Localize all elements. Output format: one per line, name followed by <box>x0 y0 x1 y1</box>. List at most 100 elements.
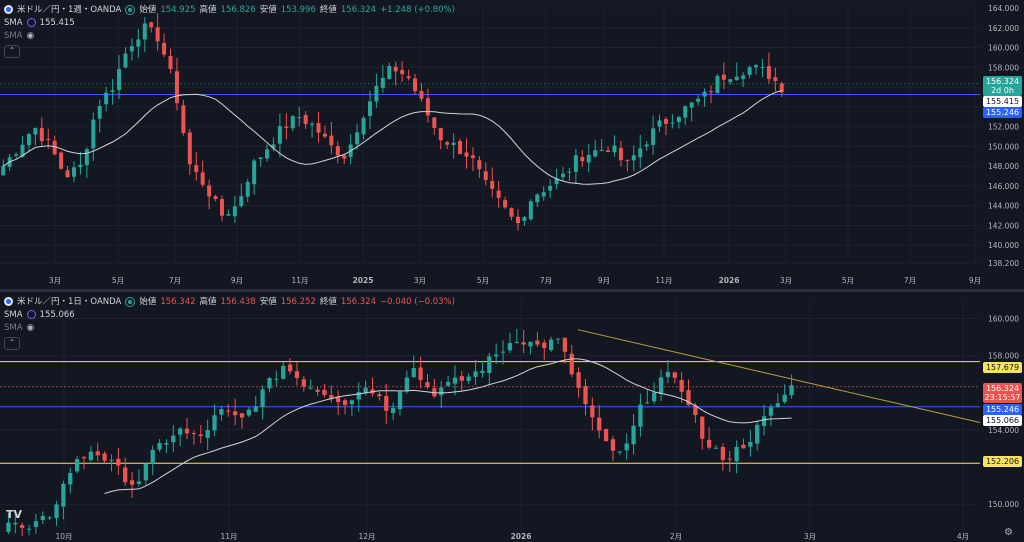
weekly-candle-body <box>477 160 482 170</box>
daily-candle-body <box>583 386 588 405</box>
weekly-candle-body <box>393 66 398 72</box>
weekly-candle-body <box>715 75 720 94</box>
daily-candle-body <box>542 342 547 349</box>
weekly-chart-canvas[interactable]: 164.000162.000160.000158.000156.000154.0… <box>0 0 1024 289</box>
last-price: 156.324 <box>985 77 1020 86</box>
daily-candle-body <box>6 522 11 532</box>
weekly-candle-body <box>97 106 102 119</box>
collapse-legend-button[interactable]: ⌃ <box>4 45 20 58</box>
daily-chart-pane[interactable]: 160.000 158.000 154.000 150.000 10月 11月 12月 202… <box>0 292 1024 542</box>
weekly-sma-line <box>2 90 782 185</box>
open-label: 始値 <box>139 296 157 307</box>
sma-label-hidden[interactable]: SMA <box>4 30 23 41</box>
sma-price-tag: 155.415 <box>983 96 1022 107</box>
close-value: 156.324 <box>340 296 377 307</box>
daily-candle-body <box>301 379 306 387</box>
weekly-candle-body <box>425 98 430 116</box>
weekly-chart-pane[interactable]: 164.000162.000160.000158.000156.000154.0… <box>0 0 1024 289</box>
daily-candle-body <box>260 389 265 407</box>
market-status-icon[interactable] <box>125 296 136 307</box>
weekly-candle-body <box>181 105 186 134</box>
weekly-candle-body <box>747 67 752 75</box>
high-value: 156.438 <box>220 296 256 307</box>
eye-icon[interactable]: ◉ <box>26 322 35 333</box>
weekly-candle-body <box>194 165 199 172</box>
weekly-candle-body <box>779 83 784 93</box>
market-status-icon[interactable] <box>125 4 136 15</box>
indicator-icon <box>26 18 36 27</box>
weekly-candle-body <box>644 144 649 147</box>
daily-candle-body <box>521 342 526 345</box>
x-tick-label: 2月 <box>670 532 682 541</box>
daily-candle-body <box>164 443 169 445</box>
weekly-candle-body <box>458 140 463 155</box>
high-value: 156.826 <box>220 4 256 15</box>
y-tick-label: 154.000 <box>988 426 1019 435</box>
weekly-candle-body <box>734 76 739 81</box>
weekly-candle-body <box>374 85 379 102</box>
weekly-candle-body <box>232 206 237 217</box>
sma-row-2[interactable]: SMA ◉ <box>4 321 455 334</box>
daily-candle-body <box>658 377 664 394</box>
eye-icon[interactable]: ◉ <box>26 30 35 41</box>
weekly-candle-body <box>766 66 771 80</box>
weekly-candle-body <box>470 155 475 158</box>
daily-candle-body <box>727 458 732 460</box>
daily-candle-body <box>741 444 746 449</box>
daily-candle-body <box>356 391 361 400</box>
low-label: 安値 <box>259 296 277 307</box>
daily-candle-body <box>75 459 80 472</box>
y-tick-label: 148.000 <box>988 162 1019 171</box>
weekly-candle-body <box>290 116 295 129</box>
gear-icon[interactable]: ⚙ <box>1004 527 1013 538</box>
daily-candle-body <box>129 480 135 485</box>
y-tick-label: 158.000 <box>988 352 1019 361</box>
daily-chart-canvas[interactable]: 160.000 158.000 154.000 150.000 10月 11月 12月 202… <box>0 292 1024 542</box>
sma-row-2[interactable]: SMA ◉ <box>4 29 455 42</box>
sma-label[interactable]: SMA <box>4 17 23 28</box>
symbol-flag-icon <box>4 5 13 14</box>
daily-candle-body <box>123 467 128 483</box>
weekly-candle-body <box>689 102 694 108</box>
weekly-candle-body <box>39 128 44 142</box>
weekly-title[interactable]: 米ドル／円・1週・OANDA <box>17 4 122 15</box>
weekly-candle-body <box>541 192 546 197</box>
daily-symbol-row[interactable]: 米ドル／円・1日・OANDA 始値 156.342 高値 156.438 安値 156… <box>4 295 455 308</box>
weekly-candle-body <box>515 216 520 224</box>
weekly-candle-body <box>548 185 553 191</box>
daily-candle-body <box>645 402 650 404</box>
weekly-symbol-row[interactable]: 米ドル／円・1週・OANDA 始値 154.925 高値 156.826 安値 153… <box>4 3 455 16</box>
sma-row-1[interactable]: SMA 155.415 <box>4 16 455 29</box>
x-tick-label: 5月 <box>842 276 854 285</box>
daily-candle-body <box>590 405 595 418</box>
sma-label[interactable]: SMA <box>4 309 23 320</box>
daily-candle-body <box>610 439 616 451</box>
collapse-legend-button[interactable]: ⌃ <box>4 337 20 350</box>
daily-candle-body <box>26 528 32 530</box>
daily-candle-body <box>349 400 355 405</box>
daily-candle-body <box>528 341 533 347</box>
weekly-candle-body <box>46 139 51 141</box>
weekly-candle-body <box>117 69 122 90</box>
daily-candle-body <box>700 416 705 439</box>
x-tick-label: 2026 <box>511 532 532 541</box>
x-tick-label: 5月 <box>112 276 124 285</box>
low-value: 153.996 <box>280 4 316 15</box>
daily-candle-body <box>205 430 210 438</box>
weekly-candle-body <box>72 167 76 177</box>
daily-candle-body <box>246 409 251 416</box>
x-tick-label: 7月 <box>169 276 181 285</box>
daily-title[interactable]: 米ドル／円・1日・OANDA <box>17 296 122 307</box>
pane-divider[interactable] <box>0 289 1024 292</box>
sma-label-hidden[interactable]: SMA <box>4 322 23 333</box>
daily-candle-body <box>549 339 554 350</box>
y-tick-label: 160.000 <box>988 315 1019 324</box>
weekly-candle-body <box>271 144 276 149</box>
tradingview-logo-icon[interactable]: TV <box>6 508 23 521</box>
weekly-candle-body <box>432 117 437 128</box>
close-label: 終値 <box>319 296 337 307</box>
sma-row-1[interactable]: SMA 155.066 <box>4 308 455 321</box>
daily-candle-body <box>171 435 176 443</box>
weekly-candle-body <box>91 119 96 149</box>
low-label: 安値 <box>259 4 277 15</box>
